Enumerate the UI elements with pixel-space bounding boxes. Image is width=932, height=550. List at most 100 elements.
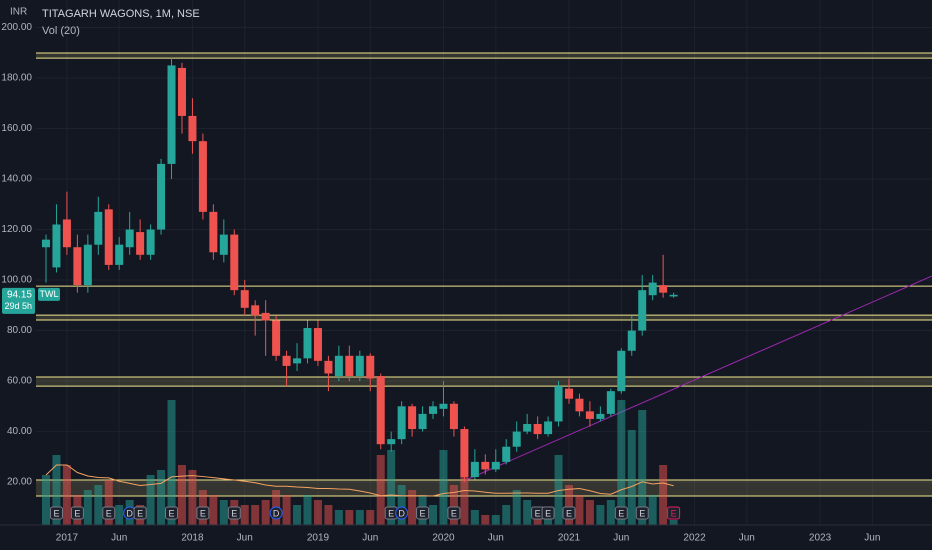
volume-bar bbox=[565, 485, 573, 525]
event-marker[interactable]: E bbox=[614, 506, 628, 520]
candle-body bbox=[52, 224, 61, 268]
volume-bar bbox=[669, 520, 678, 525]
event-marker[interactable]: D bbox=[269, 506, 283, 520]
countdown-label: 29d 5h bbox=[4, 301, 32, 311]
price-label: 94.15 bbox=[7, 289, 32, 300]
y-tick-label: 100.00 bbox=[1, 275, 32, 286]
candle-body bbox=[209, 211, 218, 253]
volume-bar bbox=[449, 485, 458, 525]
y-tick-label: 180.00 bbox=[1, 73, 32, 84]
volume-bar bbox=[42, 475, 50, 525]
event-marker[interactable]: E bbox=[133, 506, 147, 520]
volume-bar bbox=[491, 515, 500, 525]
volume-bar bbox=[523, 500, 532, 525]
event-marker[interactable]: E bbox=[562, 506, 576, 520]
axes: 20.00 40.00 60.00 80.00 100.00 120.00 140.00 16… bbox=[0, 22, 932, 550]
volume-bar bbox=[209, 495, 218, 525]
event-marker[interactable]: E bbox=[70, 506, 84, 520]
event-label: E bbox=[231, 508, 237, 518]
event-marker[interactable]: E bbox=[102, 506, 116, 520]
candle-body bbox=[261, 312, 270, 321]
volume-bar bbox=[585, 500, 594, 525]
x-axis-strip bbox=[0, 525, 932, 550]
x-tick-label: 2023 bbox=[809, 533, 832, 544]
candle-body bbox=[512, 431, 521, 447]
event-marker[interactable]: E bbox=[165, 506, 179, 520]
candle-body bbox=[282, 355, 291, 366]
volume-bar bbox=[188, 470, 197, 525]
event-label: E bbox=[169, 508, 175, 518]
volume-bar bbox=[303, 495, 312, 525]
indicator-label: Vol (20) bbox=[42, 25, 80, 37]
candle-body bbox=[345, 355, 354, 377]
level-band bbox=[36, 315, 932, 320]
candle-body bbox=[565, 388, 573, 399]
x-tick-label: 2020 bbox=[432, 533, 455, 544]
candle-body bbox=[324, 360, 333, 374]
event-badge bbox=[49, 506, 63, 520]
volume-bar bbox=[397, 485, 406, 525]
volume-bar bbox=[83, 490, 92, 525]
event-badge bbox=[227, 506, 241, 520]
symbol-tag-bg bbox=[38, 287, 60, 301]
candle-body bbox=[230, 234, 239, 291]
volume-bar bbox=[659, 465, 668, 525]
event-marker[interactable]: E bbox=[416, 506, 430, 520]
candle-body bbox=[408, 406, 417, 430]
event-label: D bbox=[273, 508, 280, 518]
price-label-bg bbox=[2, 287, 35, 314]
volume-bar bbox=[387, 450, 396, 525]
candle-body bbox=[554, 386, 563, 422]
x-tick-label: 2021 bbox=[558, 533, 581, 544]
event-marker[interactable]: E bbox=[635, 506, 649, 520]
candle-body bbox=[523, 423, 532, 432]
event-label: E bbox=[618, 508, 624, 518]
volume-bar bbox=[177, 465, 186, 525]
x-tick-label: Jun bbox=[864, 533, 880, 544]
event-marker[interactable]: E bbox=[227, 506, 241, 520]
candle-body bbox=[460, 429, 469, 478]
event-badge bbox=[447, 506, 461, 520]
event-badge bbox=[562, 506, 576, 520]
event-marker[interactable]: D bbox=[395, 506, 409, 520]
candle-body bbox=[157, 163, 166, 230]
volume-bar bbox=[334, 510, 343, 525]
volume-bar bbox=[167, 400, 176, 525]
event-marker[interactable]: E bbox=[196, 506, 210, 520]
candle-body bbox=[62, 219, 71, 248]
candle-body bbox=[491, 461, 500, 470]
event-label: E bbox=[639, 508, 645, 518]
volume-bar bbox=[94, 485, 103, 525]
event-marker[interactable]: E bbox=[49, 506, 63, 520]
candle-body bbox=[439, 403, 448, 409]
candle-body bbox=[272, 320, 281, 356]
volume-bar bbox=[146, 475, 155, 525]
volume-bar bbox=[240, 505, 249, 525]
event-marker[interactable]: E bbox=[447, 506, 461, 520]
y-tick-label: 80.00 bbox=[7, 325, 32, 336]
candle-body bbox=[449, 403, 458, 430]
candle-body bbox=[115, 244, 124, 265]
event-marker[interactable]: E bbox=[541, 506, 555, 520]
event-label: E bbox=[671, 508, 677, 518]
event-marker[interactable]: E bbox=[667, 506, 681, 520]
candle-body bbox=[313, 328, 322, 361]
x-tick-label: Jun bbox=[111, 533, 127, 544]
candle-body bbox=[429, 406, 438, 414]
candle-body bbox=[585, 411, 594, 419]
event-badge bbox=[165, 506, 179, 520]
x-tick-label: 2018 bbox=[181, 533, 204, 544]
volume-bar bbox=[617, 400, 626, 525]
x-tick-label: Jun bbox=[613, 533, 629, 544]
candle-body bbox=[136, 232, 145, 255]
volume-bar bbox=[366, 510, 375, 525]
event-label: E bbox=[74, 508, 80, 518]
volume-bar bbox=[638, 410, 647, 525]
volume-bar bbox=[282, 495, 291, 525]
volume-bar bbox=[157, 470, 166, 525]
volume-bar bbox=[345, 510, 354, 525]
x-tick-label: Jun bbox=[237, 533, 253, 544]
volume-bar bbox=[502, 505, 511, 525]
candles bbox=[42, 57, 678, 483]
